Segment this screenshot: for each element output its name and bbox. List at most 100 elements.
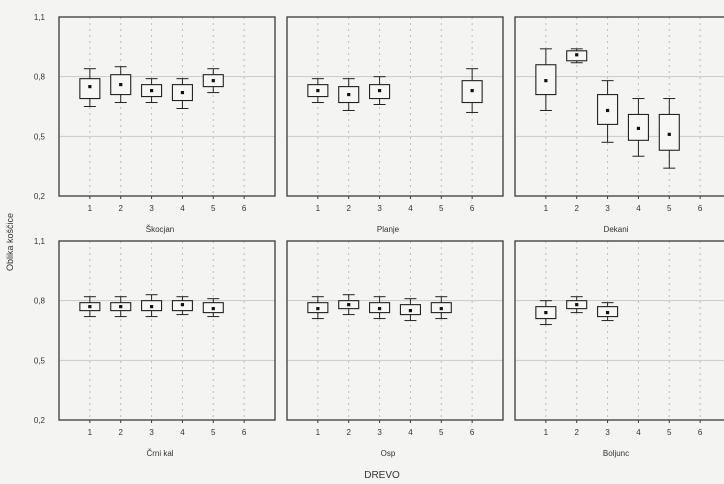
panel-frame [58,240,276,421]
mean-marker [180,90,185,95]
panel-1: 1 2 3 4 5 6 Škocjan 0,2 0,5 0,8 1,1 [34,13,276,234]
x-tick-label: 3 [605,204,610,213]
x-tick-label: 5 [439,428,444,437]
x-tick-label: 4 [180,428,185,437]
box-4 [627,98,649,157]
mean-marker [544,311,548,315]
box-3 [369,296,391,320]
box-body [79,78,101,100]
panel-frame [514,16,724,197]
y-tick-label: 0,2 [34,192,46,201]
x-tick-label: 2 [574,428,579,437]
mean-marker [316,307,320,311]
box-2 [338,294,360,316]
panel-frame [58,16,276,197]
mean-marker [211,79,215,83]
x-tick-label: 3 [149,204,154,213]
box-1 [79,68,101,107]
mean-marker [377,88,382,93]
y-tick-label: 0,8 [34,73,46,82]
x-tick-label: 2 [346,428,351,437]
y-axis-title: Oblika koščice [5,213,15,271]
x-tick-label: 1 [316,204,321,213]
panel-3: 1 2 3 4 5 6 Dekani [514,16,724,234]
x-tick-label: 6 [698,204,703,213]
box-2 [566,48,588,64]
panel-label: Boljunc [603,449,629,458]
mean-marker [470,88,474,93]
x-tick-label: 5 [211,428,216,437]
x-tick-label: 6 [698,428,703,437]
x-tick-label: 5 [211,204,216,213]
mean-marker [88,305,92,309]
box-2 [110,66,132,104]
y-tick-label: 0,2 [34,416,46,425]
x-tick-label: 5 [667,428,672,437]
x-tick-label: 3 [605,428,610,437]
mean-marker [636,126,641,130]
panel-2: 1 2 3 4 5 6 Planje [286,16,504,234]
mean-marker [347,92,351,97]
y-tick-label: 0,8 [34,297,46,306]
mean-marker [180,303,185,307]
panel-frame [286,16,504,197]
mean-marker [575,303,579,307]
y-tick-label: 0,5 [34,132,46,141]
box-6 [461,68,483,113]
x-tick-label: 4 [408,204,413,213]
box-5 [658,98,680,169]
panel-label: Črni kal [146,449,173,458]
x-tick-label: 3 [377,204,382,213]
x-tick-label: 5 [439,204,444,213]
box-3 [597,302,619,322]
box-4 [171,296,193,316]
box-3 [369,76,391,106]
y-tick-label: 0,5 [34,356,46,365]
box-2 [110,296,132,318]
box-1 [307,296,329,320]
mean-marker [544,79,548,83]
x-tick-label: 6 [470,428,475,437]
box-4 [399,298,421,322]
x-tick-label: 1 [544,204,549,213]
panel-label: Škocjan [146,225,174,234]
panel-6: 1 2 3 4 5 6 Boljunc [514,240,724,458]
x-tick-label: 2 [346,204,351,213]
mean-marker [667,132,671,136]
x-tick-label: 1 [544,428,549,437]
x-tick-label: 3 [377,428,382,437]
box-2 [566,296,588,314]
mean-marker [408,309,413,313]
panel-5: 1 2 3 4 5 6 Osp [286,240,504,458]
box-1 [535,300,557,326]
box-5 [202,298,224,318]
box-1 [307,78,329,104]
y-tick-label: 1,1 [34,13,46,22]
x-tick-label: 2 [574,204,579,213]
box-3 [141,294,163,318]
x-tick-label: 2 [118,428,123,437]
x-tick-label: 2 [118,204,123,213]
x-tick-label: 4 [636,204,641,213]
box-5 [202,68,224,94]
box-4 [171,78,193,109]
box-1 [79,296,101,318]
panel-label: Planje [377,225,400,234]
mean-marker [119,305,123,309]
box-3 [141,78,163,104]
panel-frame [514,240,724,421]
box-3 [597,80,619,143]
x-tick-label: 4 [636,428,641,437]
x-tick-label: 1 [88,428,93,437]
mean-marker [119,83,123,87]
mean-marker [605,108,610,113]
mean-marker [377,307,382,311]
panel-label: Osp [381,449,396,458]
mean-marker [439,307,443,311]
x-tick-label: 5 [667,204,672,213]
x-tick-label: 3 [149,428,154,437]
x-tick-label: 1 [88,204,93,213]
x-tick-label: 6 [242,204,247,213]
panel-frame [286,240,504,421]
